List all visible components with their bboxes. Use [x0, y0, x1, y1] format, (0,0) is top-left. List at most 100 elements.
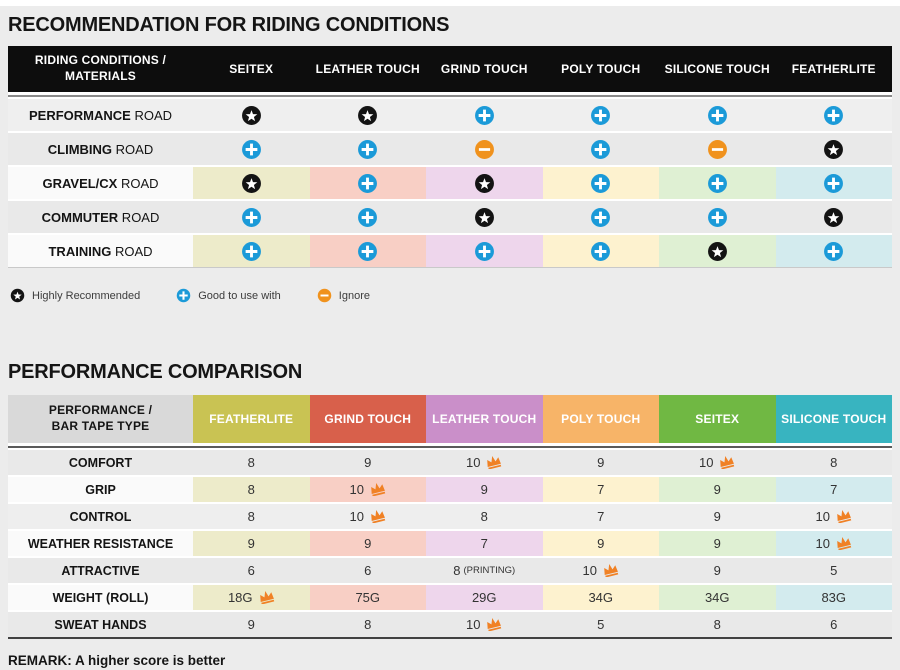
row-label-suffix: ROAD — [118, 209, 160, 225]
star-icon — [10, 288, 25, 303]
row-label-strong: TRAINING — [48, 243, 112, 259]
score-value: 8 — [247, 455, 255, 470]
table-row-control: CONTROL 8 10 8 7 9 10 — [8, 504, 892, 529]
score-cell: 10 — [542, 558, 659, 583]
score-value: 75G — [355, 590, 381, 605]
score-cell: 5 — [775, 558, 892, 583]
row-label-suffix: ROAD — [111, 243, 153, 259]
score-cell: 8 — [426, 504, 543, 529]
score-cell: 10 — [309, 504, 426, 529]
table-row-performance: PERFORMANCE ROAD — [8, 99, 892, 131]
score-value: 34G — [704, 590, 730, 605]
section1-title: RECOMMENDATION FOR RIDING CONDITIONS — [8, 14, 450, 36]
crown-icon — [371, 509, 386, 523]
star-icon — [474, 173, 494, 193]
plus-icon — [358, 241, 378, 261]
score-value: 10 — [815, 536, 830, 551]
rating-cell-plus — [775, 167, 892, 199]
row-label: TRAINING ROAD — [8, 235, 193, 267]
score-cell: 9 — [542, 531, 659, 556]
crown-icon — [259, 590, 274, 604]
header-separator — [8, 95, 892, 97]
score-cell: 8 — [193, 450, 310, 475]
score-cell: 8 — [193, 504, 310, 529]
score-cell: 9 — [659, 558, 776, 583]
score-value: 29G — [471, 590, 497, 605]
plus-icon — [241, 207, 261, 227]
recommendation-table: RIDING CONDITIONS / MATERIALS SEITEX LEAT… — [8, 46, 892, 268]
rating-cell-plus — [193, 235, 310, 267]
page: RECOMMENDATION FOR RIDING CONDITIONS RID… — [0, 14, 900, 668]
star-icon — [824, 139, 844, 159]
table-row-comfort: COMFORT 8 9 10 9 10 8 — [8, 450, 892, 475]
row-label: SWEAT HANDS — [54, 617, 147, 632]
recommendation-table-header: RIDING CONDITIONS / MATERIALS SEITEX LEAT… — [8, 46, 892, 92]
row-label: ATTRACTIVE — [61, 563, 140, 578]
score-cell: 9 — [426, 477, 543, 502]
plus-icon — [241, 139, 261, 159]
rating-cell-plus — [542, 133, 659, 165]
score-value: 9 — [597, 536, 605, 551]
score-value: 10 — [349, 509, 364, 524]
rating-cell-star — [775, 201, 892, 233]
rating-cell-plus — [309, 201, 426, 233]
crown-icon — [487, 455, 502, 469]
plus-icon — [824, 241, 844, 261]
row-header-line1: PERFORMANCE / — [48, 403, 153, 418]
row-label-strong: GRAVEL/CX — [42, 175, 118, 191]
plus-icon — [824, 173, 844, 193]
header-separator — [8, 446, 892, 448]
score-cell: 7 — [542, 504, 659, 529]
rating-cell-star — [193, 99, 310, 131]
rating-cell-plus — [193, 201, 310, 233]
score-cell: 9 — [659, 504, 776, 529]
legend-label: Highly Recommended — [32, 289, 141, 302]
score-cell: 9 — [309, 450, 426, 475]
row-label: COMFORT — [68, 455, 133, 470]
score-cell: 18G — [193, 585, 310, 610]
table-row-gravel-cx: GRAVEL/CX ROAD — [8, 167, 892, 199]
rating-cell-plus — [193, 133, 310, 165]
rating-cell-plus — [775, 99, 892, 131]
row-label: CLIMBING ROAD — [8, 133, 193, 165]
rating-cell-minus — [426, 133, 543, 165]
legend-label: Ignore — [338, 289, 370, 302]
score-value: 7 — [597, 509, 605, 524]
row-header-line2: BAR TAPE TYPE — [51, 419, 150, 433]
table-row-training: TRAINING ROAD — [8, 235, 892, 267]
row-label-strong: COMMUTER — [41, 209, 119, 225]
score-cell: 8 — [309, 612, 426, 637]
star-icon — [707, 241, 727, 261]
score-value: 9 — [713, 536, 721, 551]
score-cell: 34G — [542, 585, 659, 610]
column-header-silicone-touch: SILICONE TOUCH — [775, 395, 892, 443]
crown-icon — [371, 482, 386, 496]
score-cell: 9 — [659, 531, 776, 556]
row-label-strong: CLIMBING — [47, 141, 113, 157]
score-cell: 8 — [193, 477, 310, 502]
rating-cell-star — [659, 235, 776, 267]
score-cell: 10 — [426, 450, 543, 475]
star-icon — [241, 173, 261, 193]
plus-icon — [707, 207, 727, 227]
column-header-grind-touch: GRIND TOUCH — [440, 62, 528, 76]
rating-cell-plus — [426, 99, 543, 131]
crown-icon — [720, 455, 735, 469]
column-header-seitex: SEITEX — [659, 395, 776, 443]
row-label-suffix: ROAD — [130, 107, 172, 123]
score-cell: 29G — [426, 585, 543, 610]
table-row-sweat-hands: SWEAT HANDS 9 8 10 5 8 6 — [8, 612, 892, 637]
star-icon — [474, 207, 494, 227]
score-value: 6 — [830, 617, 838, 632]
row-header-cell: PERFORMANCE / BAR TAPE TYPE — [8, 395, 193, 443]
table-row-attractive: ATTRACTIVE 6 6 8 (PRINTING) 10 9 5 — [8, 558, 892, 583]
plus-icon — [358, 139, 378, 159]
column-header-silicone-touch: SILICONE TOUCH — [664, 62, 770, 76]
row-label: CONTROL — [69, 509, 132, 524]
rating-cell-plus — [542, 201, 659, 233]
rating-cell-plus — [542, 167, 659, 199]
legend-item-star: Highly Recommended — [10, 288, 140, 303]
legend-item-plus: Good to use with — [176, 288, 281, 303]
star-icon — [824, 207, 844, 227]
column-header-featherlite: FEATHERLITE — [791, 62, 876, 76]
